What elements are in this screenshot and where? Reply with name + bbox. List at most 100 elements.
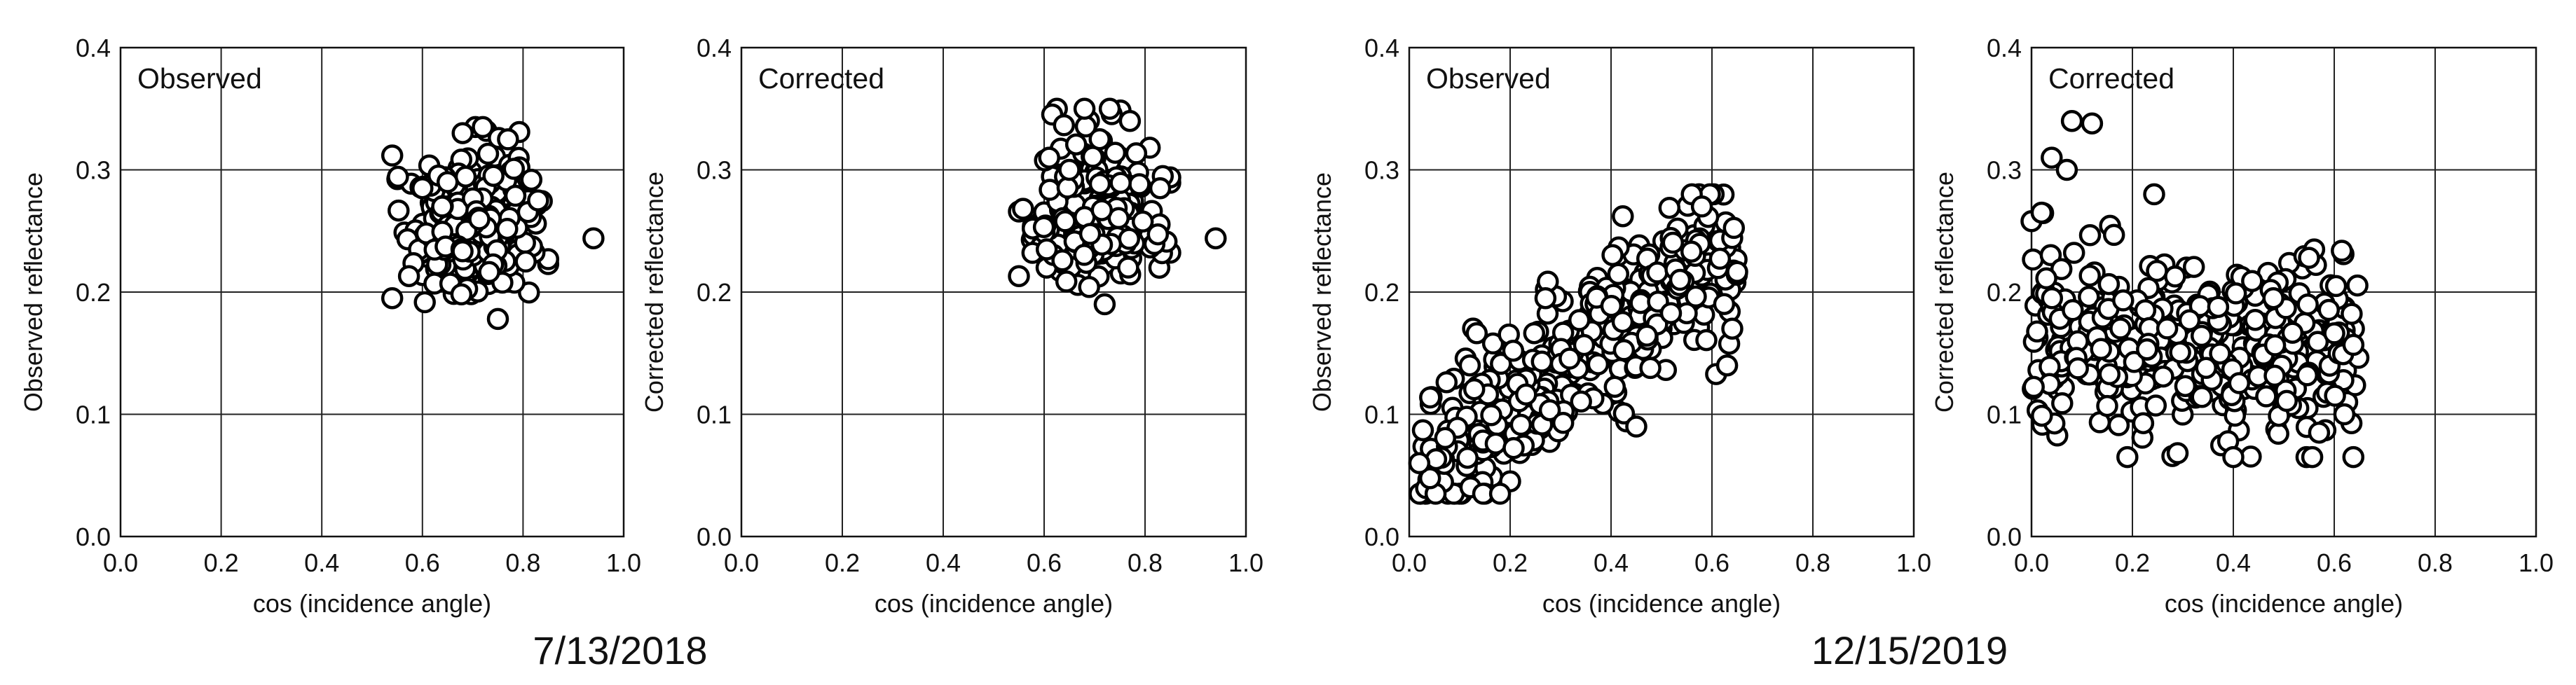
scatter-point bbox=[2178, 309, 2201, 331]
scatter-point bbox=[2022, 375, 2045, 399]
scatter-point bbox=[1625, 415, 1647, 438]
scatter-point bbox=[478, 261, 500, 284]
y-tick-label: 0.4 bbox=[1364, 34, 1399, 62]
scatter-point bbox=[2041, 146, 2063, 169]
scatter-point bbox=[387, 165, 409, 188]
scatter-point bbox=[2039, 244, 2062, 267]
scatter-point bbox=[1612, 205, 1634, 228]
scatter-point bbox=[2222, 445, 2245, 469]
scatter-point bbox=[1713, 293, 1736, 315]
plot-frame bbox=[119, 46, 625, 538]
scatter-point bbox=[1695, 328, 1718, 352]
scatter-point bbox=[2062, 242, 2085, 264]
scatter-point bbox=[2060, 109, 2083, 132]
scatter-point bbox=[2164, 265, 2186, 288]
scatter-point bbox=[1051, 249, 1074, 272]
scatter-point bbox=[1125, 142, 1148, 165]
plot-frame bbox=[1408, 46, 1915, 538]
x-axis-label: cos (incidence angle) bbox=[875, 589, 1113, 618]
x-tick-label: 0.4 bbox=[1594, 548, 1629, 577]
x-tick-label: 0.6 bbox=[1027, 548, 1062, 577]
scatter-point bbox=[1088, 127, 1111, 151]
scatter-point bbox=[2146, 260, 2168, 282]
scatter-point bbox=[1551, 412, 1575, 434]
scatter-point bbox=[1669, 268, 1692, 291]
scatter-point bbox=[2324, 385, 2346, 407]
y-tick-label: 0.3 bbox=[76, 156, 111, 185]
scatter-point bbox=[1118, 109, 1142, 132]
scatter-point bbox=[1465, 322, 1488, 345]
scatter-point bbox=[1088, 172, 1111, 195]
scatter-point bbox=[2244, 308, 2266, 331]
y-tick-label: 0.0 bbox=[1364, 523, 1399, 551]
scatter-point bbox=[504, 184, 527, 207]
x-tick-label: 0.6 bbox=[2317, 548, 2352, 577]
scatter-point bbox=[2306, 331, 2329, 353]
y-axis-label: Corrected reflectance bbox=[1930, 172, 1959, 413]
scatter-point bbox=[1721, 317, 1743, 340]
scatter-point bbox=[1038, 146, 1060, 169]
scatter-point bbox=[1081, 146, 1104, 168]
scatter-point bbox=[2281, 321, 2304, 344]
scatter-point bbox=[2308, 421, 2331, 444]
x-axis-label: cos (incidence angle) bbox=[253, 589, 491, 618]
scatter-point bbox=[2109, 317, 2132, 340]
scatter-point bbox=[2102, 223, 2125, 247]
scatter-point bbox=[2346, 274, 2369, 297]
scatter-point bbox=[1509, 413, 1533, 436]
scatter-point bbox=[520, 168, 543, 191]
scatter-point bbox=[2323, 322, 2345, 345]
scatter-point bbox=[2156, 317, 2179, 340]
scatter-point bbox=[518, 281, 540, 304]
scatter-point bbox=[1558, 347, 1581, 370]
x-axis-label: cos (incidence angle) bbox=[1542, 589, 1781, 618]
scatter-point bbox=[1490, 352, 1512, 375]
scatter-panel-2: 0.0 0.2 0.4 0.6 0.8 1.0 0.0 0.1 0.2 0.3 0.4 cos (in… bbox=[640, 34, 1263, 618]
scatter-point bbox=[1523, 321, 1546, 345]
panel-title: Observed bbox=[137, 62, 262, 95]
scatter-point bbox=[497, 128, 519, 151]
scatter-point bbox=[2275, 389, 2298, 413]
date-label: 12/15/2019 bbox=[1811, 628, 2008, 672]
scatter-point bbox=[1639, 357, 1662, 380]
scatter-point bbox=[2144, 394, 2167, 417]
scatter-point bbox=[1435, 371, 1458, 394]
scatter-point bbox=[1055, 270, 1078, 293]
scatter-point bbox=[502, 158, 526, 180]
scatter-point bbox=[2342, 333, 2365, 357]
scatter-point bbox=[2324, 275, 2348, 298]
scatter-point bbox=[454, 165, 477, 188]
scatter-point bbox=[436, 171, 459, 193]
scatter-point bbox=[2123, 351, 2146, 373]
y-tick-label: 0.1 bbox=[1987, 401, 2022, 429]
plot-frame bbox=[740, 46, 1247, 538]
scatter-point bbox=[397, 265, 420, 287]
scatter-point bbox=[1408, 452, 1431, 475]
scatter-point bbox=[1603, 375, 1626, 399]
scatter-point bbox=[1128, 173, 1151, 195]
scatter-point bbox=[2031, 404, 2053, 427]
scatter-point bbox=[1658, 196, 1681, 219]
scatter-point bbox=[2022, 248, 2044, 271]
y-tick-label: 0.1 bbox=[76, 401, 111, 429]
y-tick-label: 0.1 bbox=[697, 401, 732, 429]
scatter-point bbox=[2078, 224, 2102, 247]
scatter-point bbox=[1434, 427, 1457, 450]
scatter-point bbox=[1056, 177, 1079, 199]
scatter-point bbox=[2241, 270, 2263, 292]
scatter-point bbox=[1690, 195, 1713, 218]
scatter-point bbox=[1109, 172, 1132, 194]
scatter-point bbox=[2263, 364, 2286, 387]
scatter-point bbox=[2112, 289, 2135, 312]
scatter-point bbox=[2298, 247, 2320, 269]
scatter-point bbox=[1118, 228, 1141, 250]
y-tick-label: 0.3 bbox=[697, 156, 732, 185]
y-tick-label: 0.4 bbox=[1987, 34, 2022, 62]
scatter-point bbox=[1502, 436, 1525, 459]
scatter-point bbox=[1093, 293, 1116, 316]
scatter-point bbox=[1659, 302, 1683, 324]
scatter-point bbox=[477, 142, 500, 165]
scatter-point bbox=[1662, 231, 1685, 254]
scatter-point bbox=[1117, 256, 1139, 279]
